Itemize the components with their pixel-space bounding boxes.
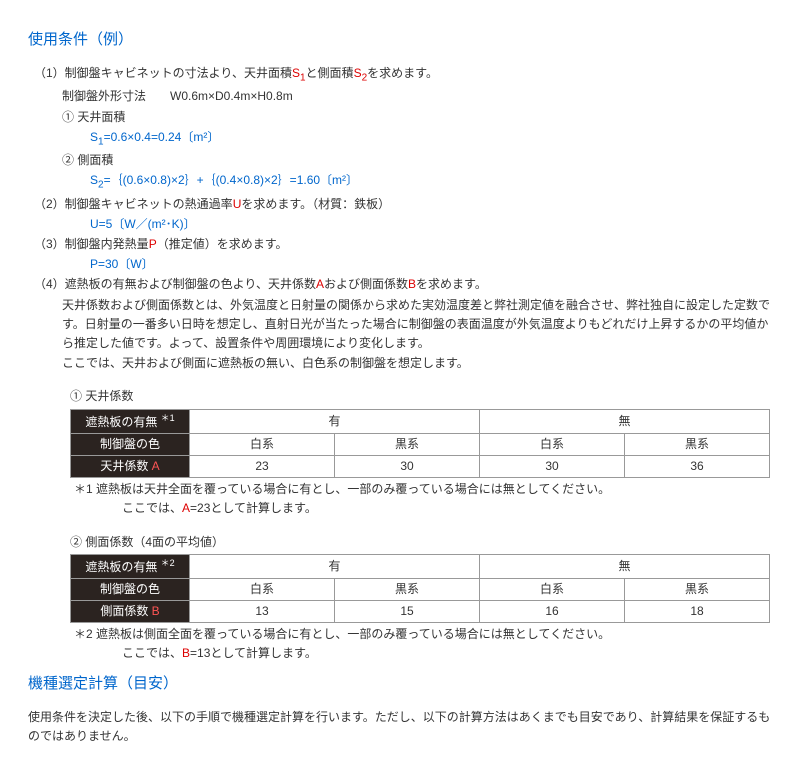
note-1b: ここでは、A=23として計算します。 <box>122 499 772 518</box>
item-1: （1）制御盤キャビネットの寸法より、天井面積S1と側面積S2を求めます。 <box>34 64 772 86</box>
item-3: （3）制御盤内発熱量P（推定値）を求めます。 <box>34 235 772 254</box>
s1-formula: S1=0.6×0.4=0.24〔m²〕 <box>34 128 772 150</box>
dimensions-text: 制御盤外形寸法 W0.6m×D0.4m×H0.8m <box>34 87 772 106</box>
note-2a: ＊2 遮熱板は側面全面を覆っている場合に有とし、一部のみ覆っている場合には無とし… <box>74 625 772 644</box>
table-cell: 白系 <box>480 433 625 455</box>
ceiling-area-label: ① 天井面積 <box>34 108 772 127</box>
table1-title: ① 天井係数 <box>70 387 772 406</box>
table-cell: 30 <box>335 455 480 477</box>
table-cell: 15 <box>335 601 480 623</box>
side-area-label: ② 側面積 <box>34 151 772 170</box>
table2-title: ② 側面係数（4面の平均値） <box>70 533 772 552</box>
table-cell: 白系 <box>480 578 625 600</box>
table-row-header: 制御盤の色 <box>71 578 190 600</box>
table-cell: 黒系 <box>625 433 770 455</box>
table-cell: 白系 <box>190 578 335 600</box>
table-row-header: 遮熱板の有無 ＊1 <box>71 409 190 433</box>
table-cell: 黒系 <box>625 578 770 600</box>
section-title-model-calc: 機種選定計算（目安） <box>28 672 772 696</box>
s2-formula: S2=｛(0.6×0.8)×2｝+｛(0.4×0.8)×2｝=1.60〔m²〕 <box>34 171 772 193</box>
table-cell: 有 <box>190 409 480 433</box>
table-cell: 黒系 <box>335 578 480 600</box>
usage-content: （1）制御盤キャビネットの寸法より、天井面積S1と側面積S2を求めます。 制御盤… <box>28 64 772 664</box>
explanation-1: 天井係数および側面係数とは、外気温度と日射量の関係から求めた実効温度差と弊社測定… <box>34 296 772 354</box>
table-row-header: 遮熱板の有無 ＊2 <box>71 554 190 578</box>
table-cell: 23 <box>190 455 335 477</box>
table-cell: 16 <box>480 601 625 623</box>
p-formula: P=30〔W〕 <box>34 255 772 274</box>
item-2: （2）制御盤キャビネットの熱通過率Uを求めます。（材質：鉄板） <box>34 195 772 214</box>
table-row-header: 天井係数 A <box>71 455 190 477</box>
table-cell: 白系 <box>190 433 335 455</box>
table-cell: 30 <box>480 455 625 477</box>
table-cell: 無 <box>480 554 770 578</box>
model-calc-paragraph: 使用条件を決定した後、以下の手順で機種選定計算を行います。ただし、以下の計算方法… <box>28 708 772 746</box>
table-row-header: 制御盤の色 <box>71 433 190 455</box>
note-1a: ＊1 遮熱板は天井全面を覆っている場合に有とし、一部のみ覆っている場合には無とし… <box>74 480 772 499</box>
table-cell: 黒系 <box>335 433 480 455</box>
item-4: （4）遮熱板の有無および制御盤の色より、天井係数Aおよび側面係数Bを求めます。 <box>34 275 772 294</box>
table-cell: 13 <box>190 601 335 623</box>
u-formula: U=5〔W／(m²･K)〕 <box>34 215 772 234</box>
section-title-usage: 使用条件（例） <box>28 28 772 52</box>
table-cell: 36 <box>625 455 770 477</box>
note-2b: ここでは、B=13として計算します。 <box>122 644 772 663</box>
table-row-header: 側面係数 B <box>71 601 190 623</box>
table-cell: 18 <box>625 601 770 623</box>
table-cell: 有 <box>190 554 480 578</box>
table-side-coefficient: 遮熱板の有無 ＊2 有 無 制御盤の色 白系 黒系 白系 黒系 側面係数 B 1… <box>70 554 770 624</box>
explanation-2: ここでは、天井および側面に遮熱板の無い、白色系の制御盤を想定します。 <box>34 354 772 373</box>
table-cell: 無 <box>480 409 770 433</box>
table-ceiling-coefficient: 遮熱板の有無 ＊1 有 無 制御盤の色 白系 黒系 白系 黒系 天井係数 A 2… <box>70 409 770 479</box>
